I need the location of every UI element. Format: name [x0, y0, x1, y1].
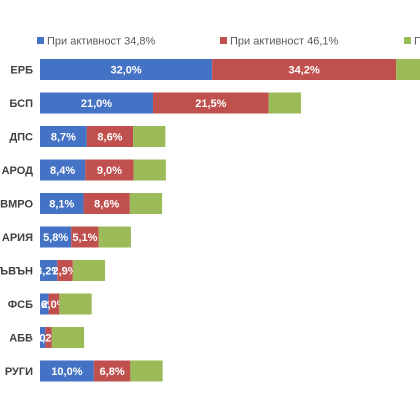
bar-series3: [268, 92, 301, 114]
data-label: 8,7%: [51, 132, 76, 144]
bar-series1: [40, 226, 72, 248]
category-label: ДПС: [9, 132, 33, 144]
bar-series1: [40, 260, 58, 281]
bar-series3: [130, 360, 163, 382]
category-label: ФСБ: [8, 299, 33, 311]
category-label: ЪВЪН: [0, 266, 33, 278]
bar-series3: [129, 193, 163, 214]
data-label: 21,0%: [81, 98, 112, 110]
bar-series3: [98, 226, 131, 248]
bar-series3: [396, 59, 420, 80]
bar-series1: [40, 193, 84, 214]
bar-series1: [40, 360, 94, 382]
bar-series3: [59, 293, 92, 315]
data-label: 21,5%: [195, 98, 226, 110]
data-label: 8,1%: [49, 199, 74, 211]
bar-series2: [93, 360, 131, 382]
bar-series2: [86, 126, 134, 147]
data-label: 34,2%: [289, 65, 320, 77]
bar-series1: [40, 59, 213, 80]
bar-series2: [71, 226, 99, 248]
category-label: РУГИ: [5, 366, 33, 378]
bar-series2: [48, 293, 60, 315]
bar-series2: [152, 92, 269, 114]
bar-series1: [40, 126, 87, 147]
bar-series1: [40, 159, 86, 181]
data-label: 5,1%: [72, 232, 97, 244]
legend-label-1: При активност 34,8%: [47, 36, 156, 48]
bar-series3: [133, 159, 166, 181]
bar-series1: [40, 293, 49, 315]
legend-label-2: При активност 46,1%: [230, 36, 339, 48]
data-label: 8,4%: [50, 165, 75, 177]
bar-series2: [57, 260, 73, 281]
bar-series2: [45, 327, 52, 348]
data-label: 9,0%: [97, 165, 122, 177]
legend-swatch-2: [220, 37, 227, 44]
category-label: АРОД: [2, 165, 34, 177]
data-label: 2,9%: [52, 266, 77, 278]
data-label: 6,8%: [100, 366, 125, 378]
bar-series2: [83, 193, 130, 214]
category-label: ЕРБ: [10, 65, 33, 77]
bar-series3: [133, 126, 166, 147]
data-label: 8,6%: [94, 199, 119, 211]
category-label: ВМРО: [0, 199, 33, 211]
category-label: АРИЯ: [2, 232, 33, 244]
legend-swatch-1: [37, 37, 44, 44]
data-label: 8,6%: [97, 132, 122, 144]
bar-series2: [85, 159, 134, 181]
data-label: 32,0%: [110, 65, 141, 77]
bar-series3: [72, 260, 106, 281]
bar-series1: [40, 327, 46, 348]
data-label: 5,8%: [43, 232, 68, 244]
bar-series1: [40, 92, 153, 114]
bar-series3: [51, 327, 85, 348]
category-label: АБВ: [9, 333, 33, 345]
category-label: БСП: [9, 98, 33, 110]
legend-label-3: П: [414, 36, 420, 48]
bar-series2: [212, 59, 397, 80]
data-label: 10,0%: [51, 366, 82, 378]
data-label: 3,2%: [36, 266, 61, 278]
legend-swatch-3: [404, 37, 411, 44]
